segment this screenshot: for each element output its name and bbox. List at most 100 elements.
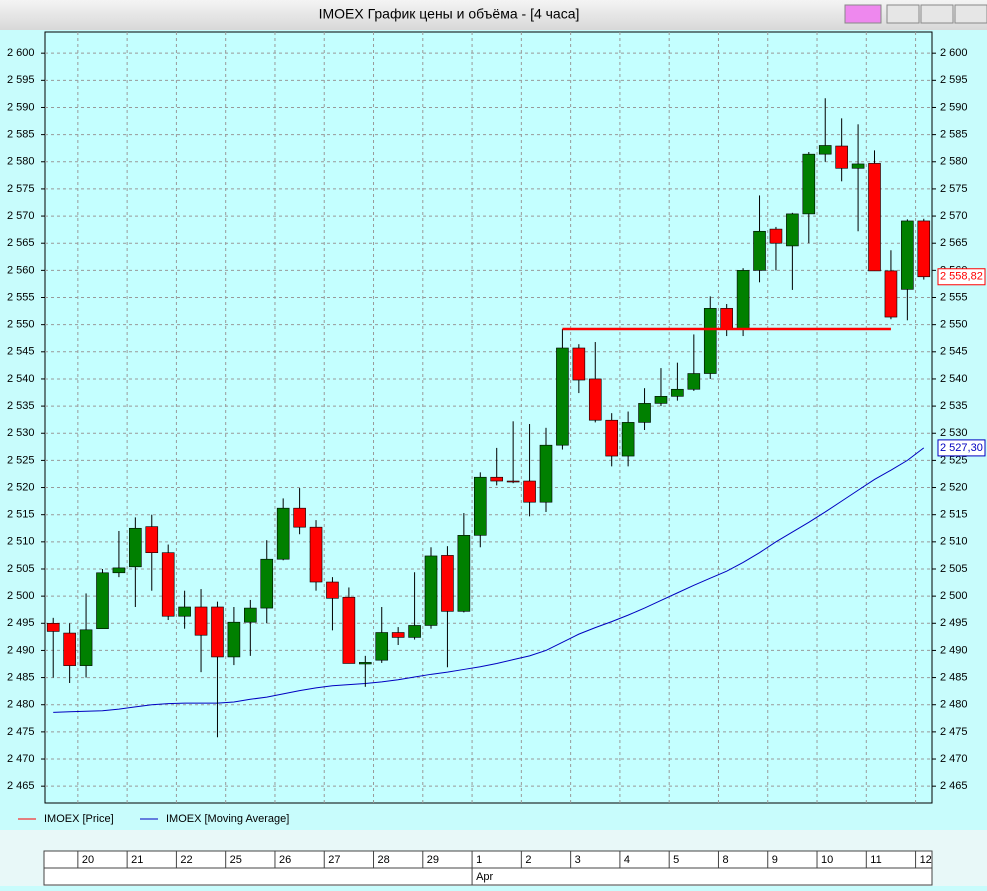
last-value-label: 2 558,82	[940, 271, 983, 283]
candle-body	[473, 476, 487, 536]
last-value-box	[937, 268, 986, 286]
candle-body	[276, 507, 290, 560]
y-tick-label: 2 480	[7, 699, 35, 711]
candle-body	[818, 145, 832, 155]
candle-body	[802, 153, 816, 215]
y-tick-label: 2 550	[940, 319, 968, 331]
date-label: 26	[279, 854, 291, 866]
candle-body	[79, 629, 93, 666]
candle-body	[46, 622, 60, 632]
y-tick-label: 2 535	[940, 400, 968, 412]
candle-body	[753, 230, 766, 271]
pin-button[interactable]	[844, 4, 882, 24]
y-tick-label: 2 465	[7, 780, 35, 792]
candle-body	[194, 606, 208, 636]
y-tick-label: 2 520	[7, 481, 35, 493]
candle-body	[556, 347, 569, 446]
legend-label: IMOEX [Moving Average]	[166, 813, 289, 825]
y-tick-label: 2 585	[940, 129, 968, 141]
y-tick-label: 2 505	[7, 563, 35, 575]
candle-body	[703, 308, 717, 374]
candle-body	[851, 163, 865, 169]
y-tick-label: 2 585	[7, 129, 35, 141]
date-label: 28	[378, 854, 390, 866]
month-label: Apr	[476, 871, 493, 883]
date-label: 27	[328, 854, 340, 866]
candle-body	[654, 396, 668, 404]
date-label: 5	[673, 854, 679, 866]
y-tick-label: 2 470	[7, 753, 35, 765]
date-label: 3	[575, 854, 581, 866]
y-tick-label: 2 510	[7, 536, 35, 548]
minimize-button[interactable]	[886, 4, 920, 24]
y-tick-label: 2 515	[7, 509, 35, 521]
candle-body	[457, 535, 471, 612]
date-label: 4	[624, 854, 630, 866]
y-tick-label: 2 530	[7, 427, 35, 439]
date-label: 21	[131, 854, 143, 866]
date-label: 12	[920, 854, 932, 866]
y-tick-label: 2 525	[7, 454, 35, 466]
y-tick-label: 2 535	[7, 400, 35, 412]
title-bar	[0, 0, 987, 30]
y-tick-label: 2 595	[7, 74, 35, 86]
y-tick-label: 2 500	[7, 590, 35, 602]
legend-label: IMOEX [Price]	[44, 813, 114, 825]
y-tick-label: 2 575	[940, 183, 968, 195]
plot-area	[44, 31, 933, 804]
candle-body	[424, 555, 438, 626]
y-tick-label: 2 545	[7, 346, 35, 358]
candle-body	[605, 419, 618, 457]
y-tick-label: 2 600	[940, 47, 968, 59]
y-tick-label: 2 490	[940, 644, 968, 656]
candle-body	[884, 270, 898, 318]
candle-body	[736, 270, 750, 330]
last-value-label: 2 527,30	[940, 442, 983, 454]
close-button[interactable]	[954, 4, 987, 24]
date-label: 2	[525, 854, 531, 866]
y-tick-label: 2 565	[7, 237, 35, 249]
y-tick-label: 2 525	[940, 454, 968, 466]
maximize-button[interactable]	[920, 4, 954, 24]
y-tick-label: 2 545	[940, 346, 968, 358]
candle-body	[917, 220, 931, 278]
y-tick-label: 2 570	[7, 210, 35, 222]
y-tick-label: 2 590	[940, 101, 968, 113]
y-tick-label: 2 580	[7, 156, 35, 168]
window-title: IMOEX График цены и объёма - [4 часа]	[319, 6, 580, 22]
candle-body	[441, 555, 454, 612]
candle-body	[96, 572, 109, 630]
candle-body	[375, 632, 389, 661]
candle-body	[408, 625, 421, 638]
y-tick-label: 2 565	[940, 237, 968, 249]
y-tick-label: 2 550	[7, 319, 35, 331]
candle-body	[539, 444, 553, 503]
date-label: 20	[82, 854, 94, 866]
candle-body	[523, 480, 536, 503]
y-tick-label: 2 600	[7, 47, 35, 59]
candle-body	[129, 527, 142, 568]
y-tick-label: 2 485	[7, 671, 35, 683]
ma-line	[53, 447, 925, 713]
date-label: 22	[180, 854, 192, 866]
y-tick-label: 2 520	[940, 481, 968, 493]
candle-body	[326, 581, 339, 599]
date-label: 1	[476, 854, 482, 866]
date-label: 10	[821, 854, 833, 866]
candle-body	[868, 163, 881, 272]
candle-body	[342, 596, 356, 664]
date-label: 8	[722, 854, 728, 866]
candle-body	[769, 228, 783, 244]
y-tick-label: 2 540	[7, 373, 35, 385]
date-label: 29	[427, 854, 439, 866]
candle-body	[391, 632, 405, 638]
candle-body	[506, 480, 520, 483]
y-tick-label: 2 555	[7, 291, 35, 303]
y-tick-label: 2 465	[940, 780, 968, 792]
date-label: 25	[230, 854, 242, 866]
y-tick-label: 2 540	[940, 373, 968, 385]
candle-body	[211, 606, 224, 658]
y-tick-label: 2 515	[940, 509, 968, 521]
candle-body	[490, 476, 504, 482]
